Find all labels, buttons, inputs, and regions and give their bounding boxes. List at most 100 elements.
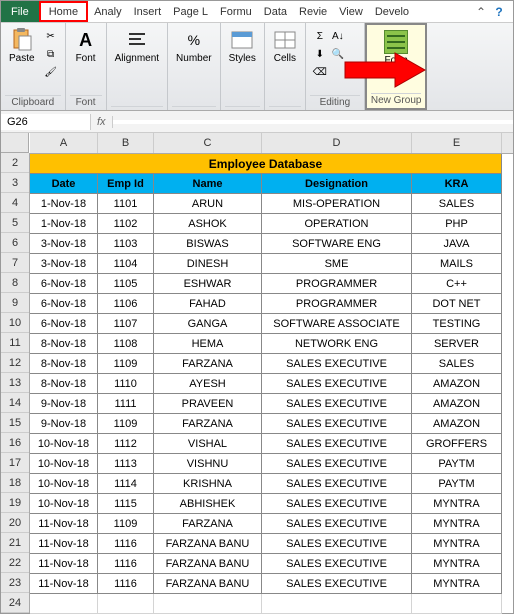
cell[interactable]: 8-Nov-18: [30, 354, 98, 374]
cell[interactable]: PAYTM: [412, 454, 502, 474]
cell[interactable]: 1109: [98, 514, 154, 534]
cell[interactable]: 9-Nov-18: [30, 414, 98, 434]
tab-analysis[interactable]: Analy: [88, 1, 128, 22]
cell[interactable]: SALES EXECUTIVE: [262, 534, 412, 554]
cell[interactable]: 1104: [98, 254, 154, 274]
cell[interactable]: GROFFERS: [412, 434, 502, 454]
cell[interactable]: 1114: [98, 474, 154, 494]
format-painter-icon[interactable]: 🖌: [43, 64, 59, 80]
col-header-A[interactable]: A: [30, 133, 98, 153]
cell[interactable]: SALES EXECUTIVE: [262, 394, 412, 414]
cell[interactable]: 8-Nov-18: [30, 374, 98, 394]
cell[interactable]: 9-Nov-18: [30, 394, 98, 414]
row-header[interactable]: 20: [1, 513, 29, 533]
cell[interactable]: 1101: [98, 194, 154, 214]
cell[interactable]: SALES EXECUTIVE: [262, 354, 412, 374]
cell[interactable]: 1110: [98, 374, 154, 394]
column-header[interactable]: Emp Id: [98, 174, 154, 194]
cell[interactable]: NETWORK ENG: [262, 334, 412, 354]
cell[interactable]: SOFTWARE ENG: [262, 234, 412, 254]
cell[interactable]: 1102: [98, 214, 154, 234]
row-header[interactable]: 13: [1, 373, 29, 393]
fill-icon[interactable]: ⬇: [312, 46, 328, 62]
select-all-corner[interactable]: [1, 133, 29, 153]
cell[interactable]: FAHAD: [154, 294, 262, 314]
row-header[interactable]: 7: [1, 253, 29, 273]
cell[interactable]: MYNTRA: [412, 494, 502, 514]
copy-icon[interactable]: ⧉: [43, 46, 59, 62]
tab-formulas[interactable]: Formu: [214, 1, 258, 22]
minimize-ribbon-icon[interactable]: ⌃: [473, 4, 489, 20]
empty-cell[interactable]: [262, 594, 412, 614]
cell[interactable]: SME: [262, 254, 412, 274]
col-header-B[interactable]: B: [98, 133, 154, 153]
cell[interactable]: AMAZON: [412, 394, 502, 414]
row-header[interactable]: 6: [1, 233, 29, 253]
cell[interactable]: 3-Nov-18: [30, 254, 98, 274]
cell[interactable]: 1115: [98, 494, 154, 514]
cell[interactable]: FARZANA BANU: [154, 554, 262, 574]
cell[interactable]: PROGRAMMER: [262, 294, 412, 314]
col-header-C[interactable]: C: [154, 133, 262, 153]
cell[interactable]: SALES EXECUTIVE: [262, 474, 412, 494]
cell[interactable]: 1116: [98, 534, 154, 554]
cell[interactable]: SALES EXECUTIVE: [262, 554, 412, 574]
cell[interactable]: PAYTM: [412, 474, 502, 494]
row-header[interactable]: 16: [1, 433, 29, 453]
number-button[interactable]: % Number: [172, 26, 216, 66]
cell[interactable]: SALES: [412, 354, 502, 374]
cell[interactable]: 1116: [98, 554, 154, 574]
row-header[interactable]: 18: [1, 473, 29, 493]
cell[interactable]: 1116: [98, 574, 154, 594]
cell[interactable]: FARZANA: [154, 514, 262, 534]
cell[interactable]: ESHWAR: [154, 274, 262, 294]
row-header[interactable]: 15: [1, 413, 29, 433]
tab-home[interactable]: Home: [39, 1, 88, 22]
cell[interactable]: 10-Nov-18: [30, 434, 98, 454]
tab-pagelayout[interactable]: Page L: [167, 1, 214, 22]
cell[interactable]: 11-Nov-18: [30, 534, 98, 554]
cell[interactable]: SALES EXECUTIVE: [262, 374, 412, 394]
cell[interactable]: SALES EXECUTIVE: [262, 414, 412, 434]
row-header[interactable]: 14: [1, 393, 29, 413]
row-header[interactable]: 23: [1, 573, 29, 593]
cell[interactable]: 1-Nov-18: [30, 194, 98, 214]
cell[interactable]: 1-Nov-18: [30, 214, 98, 234]
row-header[interactable]: 5: [1, 213, 29, 233]
col-header-E[interactable]: E: [412, 133, 502, 153]
cell[interactable]: MIS-OPERATION: [262, 194, 412, 214]
cells-button[interactable]: Cells: [269, 26, 301, 66]
cell[interactable]: DOT NET: [412, 294, 502, 314]
cell[interactable]: 10-Nov-18: [30, 474, 98, 494]
cell[interactable]: 1103: [98, 234, 154, 254]
tab-data[interactable]: Data: [258, 1, 293, 22]
cell[interactable]: 1107: [98, 314, 154, 334]
cell[interactable]: 10-Nov-18: [30, 454, 98, 474]
cell[interactable]: MAILS: [412, 254, 502, 274]
cell[interactable]: 1106: [98, 294, 154, 314]
form-button[interactable]: Form: [380, 28, 412, 68]
row-header[interactable]: 12: [1, 353, 29, 373]
tab-file[interactable]: File: [1, 1, 39, 22]
column-header[interactable]: Name: [154, 174, 262, 194]
find-icon[interactable]: 🔍: [330, 46, 346, 62]
cell[interactable]: FARZANA: [154, 354, 262, 374]
row-header[interactable]: 24: [1, 593, 29, 613]
help-icon[interactable]: ?: [491, 4, 507, 20]
tab-review[interactable]: Revie: [293, 1, 333, 22]
cell[interactable]: GANGA: [154, 314, 262, 334]
cell[interactable]: ABHISHEK: [154, 494, 262, 514]
alignment-button[interactable]: Alignment: [111, 26, 163, 66]
col-header-D[interactable]: D: [262, 133, 412, 153]
table-title[interactable]: Employee Database: [30, 154, 502, 174]
formula-bar[interactable]: [113, 120, 513, 124]
cell[interactable]: C++: [412, 274, 502, 294]
row-header[interactable]: 17: [1, 453, 29, 473]
cell[interactable]: SALES EXECUTIVE: [262, 454, 412, 474]
cell[interactable]: AMAZON: [412, 414, 502, 434]
name-box[interactable]: G26: [1, 114, 91, 130]
cell[interactable]: SERVER: [412, 334, 502, 354]
cell[interactable]: SALES EXECUTIVE: [262, 514, 412, 534]
cell[interactable]: MYNTRA: [412, 574, 502, 594]
autosum-icon[interactable]: Σ: [312, 28, 328, 44]
